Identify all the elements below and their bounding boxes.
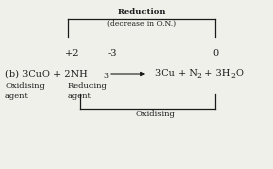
Text: + 3H: + 3H: [201, 69, 230, 78]
Text: Reduction: Reduction: [117, 8, 166, 16]
Text: O: O: [235, 69, 243, 78]
Text: -3: -3: [107, 49, 117, 58]
Text: (decrease in O.N.): (decrease in O.N.): [107, 20, 176, 28]
Text: Reducing
agent: Reducing agent: [68, 82, 108, 100]
Text: Oxidising: Oxidising: [136, 110, 176, 118]
Text: +2: +2: [65, 49, 79, 58]
Text: Oxidising
agent: Oxidising agent: [5, 82, 45, 100]
Text: 3Cu + N: 3Cu + N: [155, 69, 198, 78]
Text: 2: 2: [196, 73, 201, 80]
Text: 0: 0: [212, 49, 218, 58]
Text: 2: 2: [230, 73, 235, 80]
Text: 3: 3: [103, 73, 108, 80]
Text: (b) 3CuO + 2NH: (b) 3CuO + 2NH: [5, 69, 88, 78]
